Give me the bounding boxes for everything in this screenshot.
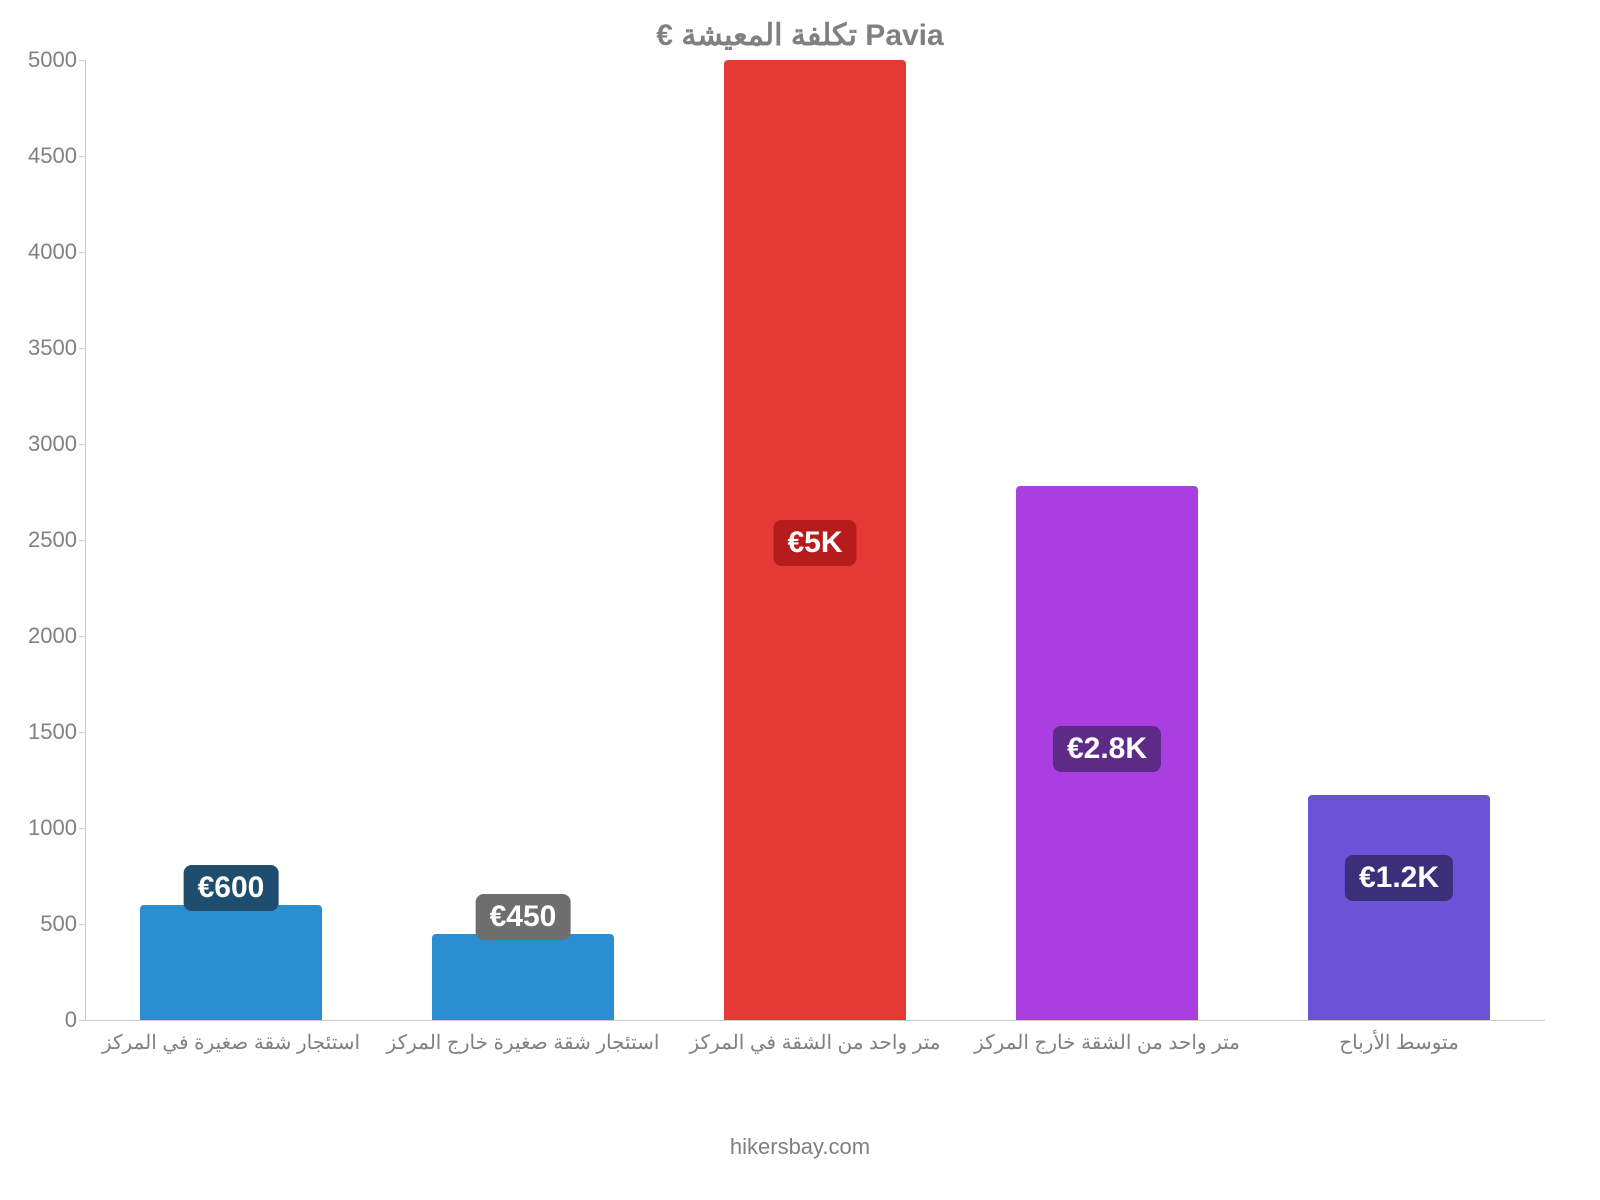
y-tick-label: 500	[7, 911, 77, 937]
x-tick-label: متوسط الأرباح	[1339, 1030, 1459, 1055]
x-tick-label: متر واحد من الشقة في المركز	[690, 1030, 941, 1055]
y-tick-label: 3000	[7, 431, 77, 457]
value-badge: €450	[476, 894, 571, 940]
chart-container: € تكلفة المعيشة Pavia €600استئجار شقة صغ…	[0, 0, 1600, 1200]
value-badge: €1.2K	[1345, 855, 1453, 901]
y-tick-label: 1000	[7, 815, 77, 841]
y-tick-label: 5000	[7, 47, 77, 73]
y-tick	[79, 636, 85, 637]
y-tick	[79, 348, 85, 349]
y-tick-label: 3500	[7, 335, 77, 361]
y-tick-label: 2000	[7, 623, 77, 649]
y-tick	[79, 444, 85, 445]
y-tick	[79, 828, 85, 829]
footer-credit: hikersbay.com	[0, 1134, 1600, 1160]
x-tick-label: استئجار شقة صغيرة في المركز	[102, 1030, 360, 1055]
y-tick	[79, 252, 85, 253]
chart-title: € تكلفة المعيشة Pavia	[0, 18, 1600, 53]
x-axis	[85, 1020, 1545, 1021]
y-tick	[79, 540, 85, 541]
y-tick	[79, 732, 85, 733]
bar	[1308, 795, 1489, 1020]
plot-area: €600استئجار شقة صغيرة في المركز€450استئج…	[85, 60, 1545, 1020]
x-tick-label: متر واحد من الشقة خارج المركز	[974, 1030, 1240, 1055]
bar	[432, 934, 613, 1020]
y-axis	[85, 60, 86, 1020]
y-tick-label: 4000	[7, 239, 77, 265]
y-tick	[79, 60, 85, 61]
value-badge: €2.8K	[1053, 726, 1161, 772]
y-tick-label: 2500	[7, 527, 77, 553]
y-tick-label: 1500	[7, 719, 77, 745]
y-tick-label: 4500	[7, 143, 77, 169]
y-tick-label: 0	[7, 1007, 77, 1033]
y-tick	[79, 1020, 85, 1021]
y-tick	[79, 156, 85, 157]
x-tick-label: استئجار شقة صغيرة خارج المركز	[387, 1030, 660, 1055]
y-tick	[79, 924, 85, 925]
value-badge: €5K	[773, 520, 856, 566]
value-badge: €600	[184, 865, 279, 911]
bar	[140, 905, 321, 1020]
